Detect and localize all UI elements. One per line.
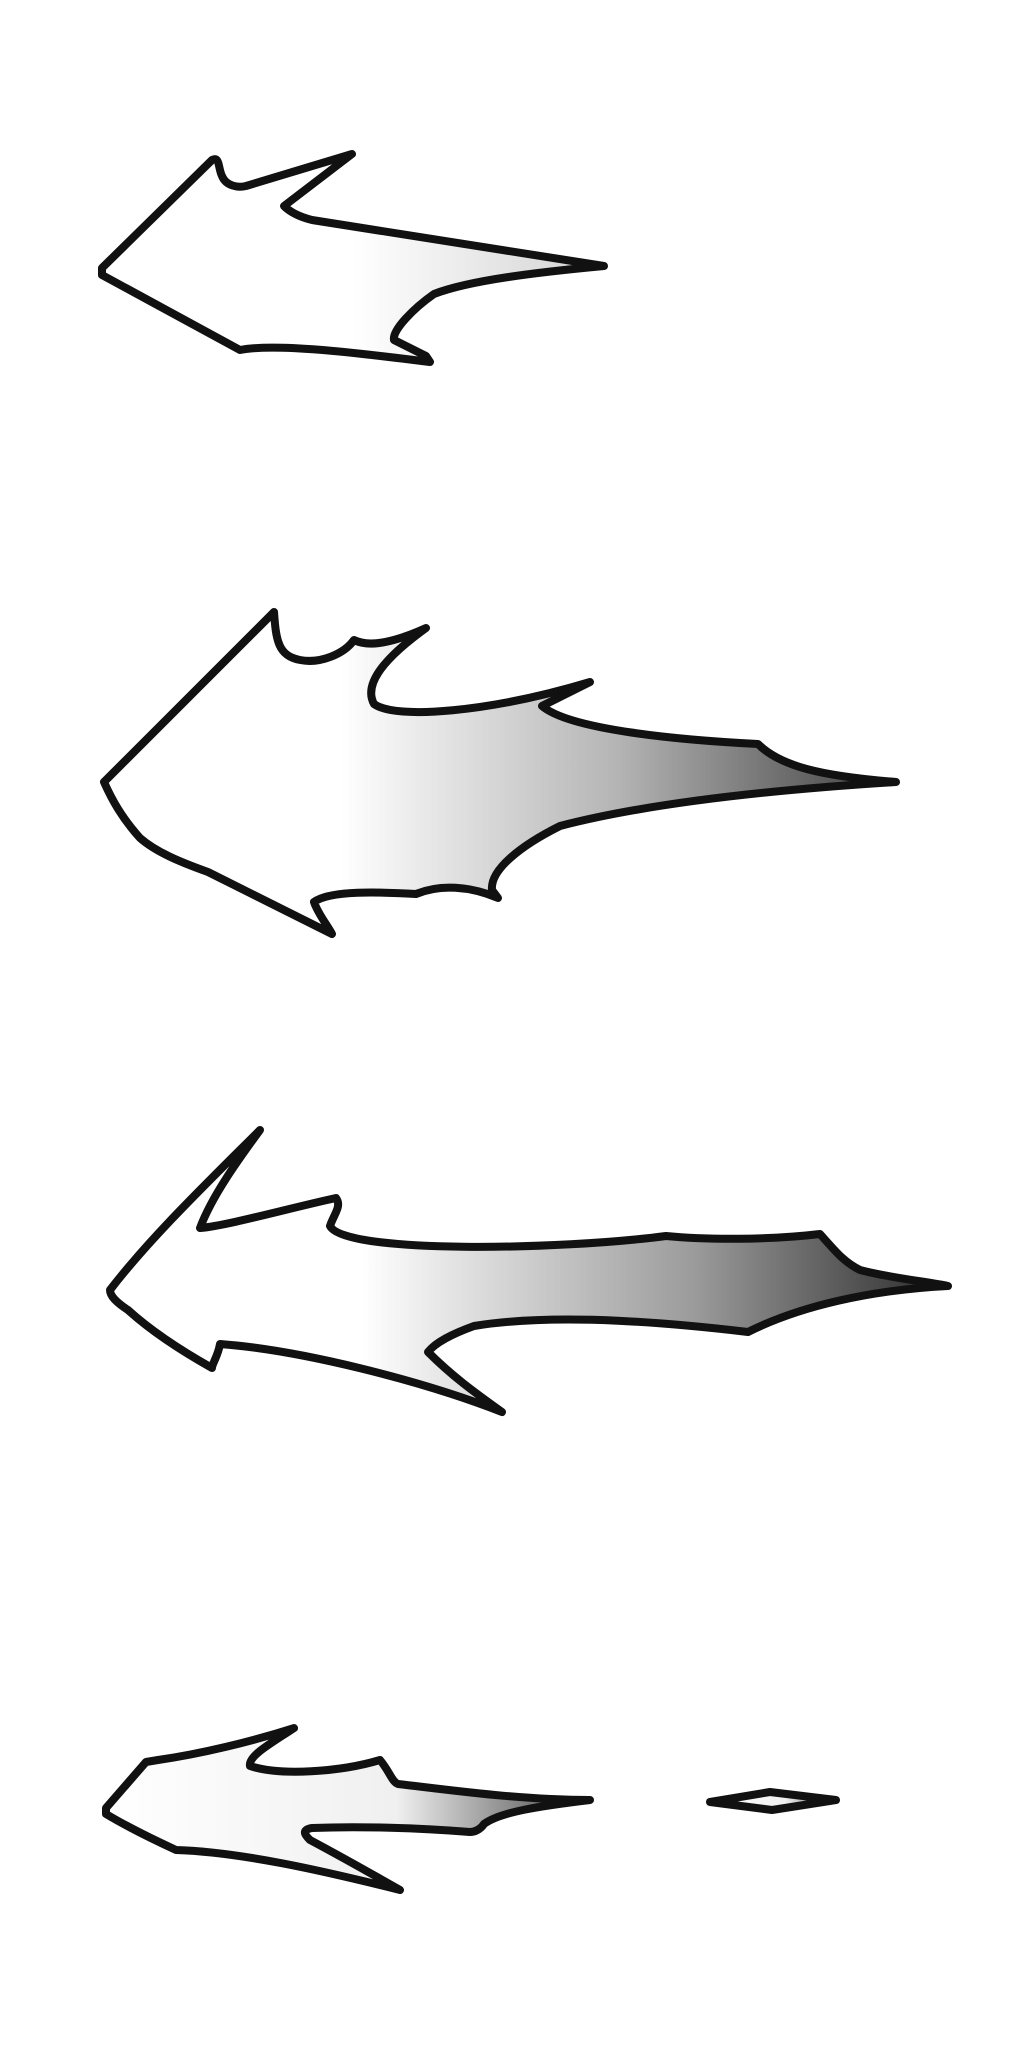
arrow-left-icon-2 xyxy=(100,608,900,938)
arrow-left-icon-3 xyxy=(106,1126,952,1416)
arrow-left-icon-1 xyxy=(98,150,608,366)
arrow-left-icon-4 xyxy=(102,1724,594,1894)
arrow-fragment-shape xyxy=(706,1788,840,1814)
